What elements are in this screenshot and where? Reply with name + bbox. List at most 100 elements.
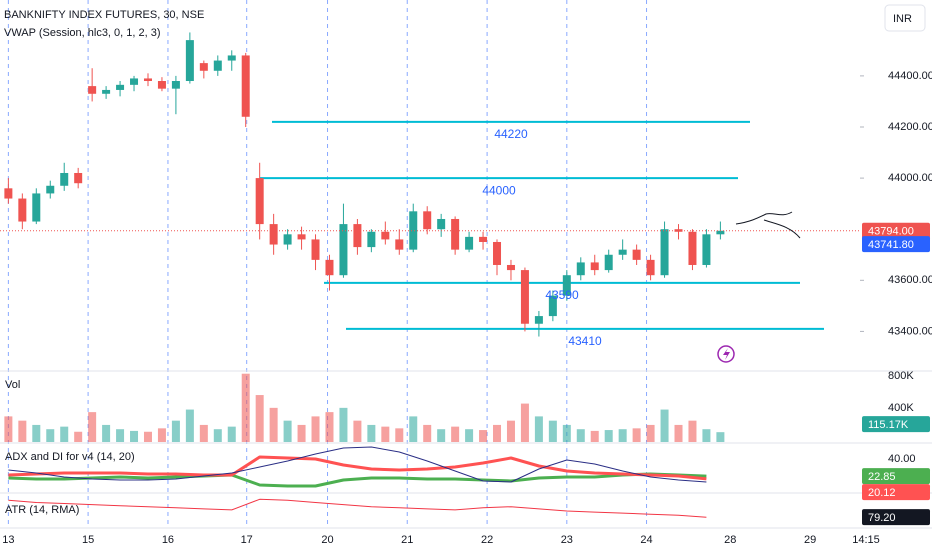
candle-body [534,316,543,324]
price-tag-label: 115.17K [868,419,909,431]
volume-bar [506,420,515,442]
volume-bar [646,424,655,442]
x-tick-label: 15 [82,534,94,546]
volume-bar [255,395,264,442]
volume-bar [590,430,599,442]
candle-body [116,84,125,90]
alert-icon-bolt[interactable] [723,348,730,360]
candle-body [46,185,55,194]
indicator-title: VWAP (Session, hlc3, 0, 1, 2, 3) [4,27,161,39]
level-label: 44220 [494,127,528,141]
level-label: 43590 [545,288,579,302]
candle-body [339,224,348,276]
candle-body [102,89,111,94]
candle-body [590,262,599,271]
price-tag-label: 79.20 [868,512,896,524]
symbol-title: BANKNIFTY INDEX FUTURES, 30, NSE [4,9,204,21]
currency-button[interactable] [884,4,926,32]
x-tick-label: 23 [561,534,573,546]
volume-bar [241,373,250,442]
volume-bar [674,424,683,442]
indicator-line [8,455,707,481]
candle-body [576,262,585,276]
candle-body [702,234,711,265]
candle-body [18,198,27,222]
candle-body [88,86,97,94]
y-tick-label: 43400.00 [888,325,932,337]
volume-bar [688,420,697,442]
y-tick-label: 43600.00 [888,274,932,286]
candle-body [409,211,418,250]
candle-body [241,55,250,117]
candle-body [199,63,208,71]
volume-bar [130,430,139,442]
candle-body [157,81,166,89]
volume-bar [534,416,543,442]
volume-bar [618,429,627,442]
candle-body [283,234,292,245]
price-tag-label: 43794.00 [868,226,914,238]
alert-icon[interactable] [717,345,735,363]
candle-body [437,218,446,230]
y-tick-label: 400K [888,402,914,414]
candle-body [74,172,83,184]
price-axis [860,0,932,550]
volume-bar [325,412,334,442]
candle-body [269,224,278,245]
volume-bar [269,407,278,442]
candle-body [604,254,613,271]
price-tag [862,222,930,239]
volume-bar [283,420,292,442]
candle-body [395,239,404,250]
volume-bar [157,428,166,442]
candle-body [548,295,557,317]
volume-bar [297,424,306,442]
y-tick-label: 800K [888,370,914,382]
volume-bar [548,420,557,442]
price-tag [862,484,930,501]
drawing [735,211,793,225]
volume-bar [632,428,641,442]
volume-bar [437,429,446,442]
candle-body [255,178,264,225]
price-tag [862,416,930,433]
candle-body [297,234,306,240]
volume-bar [381,426,390,442]
volume-bar [60,426,69,442]
candle-body [660,229,669,276]
volume-bar [32,424,41,442]
drawing [763,219,801,239]
volume-bar [660,409,669,442]
y-tick-label: 40.00 [888,453,916,465]
x-tick-label: 21 [401,534,413,546]
volume-bar [562,424,571,442]
x-tick-label: 22 [481,534,493,546]
candle-body [353,224,362,248]
volume-bar [716,432,725,442]
candle-body [381,231,390,240]
volume-bar [339,407,348,442]
price-tag-label: 43741.80 [868,239,914,251]
volume-bar [4,416,13,442]
panel-title: ATR (14, RMA) [5,504,79,516]
volume-bar [143,431,152,442]
indicator-line [8,472,707,488]
x-tick-label: 29 [804,534,816,546]
volume-bar [479,430,488,442]
x-tick-label: 24 [640,534,652,546]
x-tick-label: 14:15 [852,534,880,546]
price-tag [862,509,930,526]
volume-bar [102,424,111,442]
panel-title: ADX and DI for v4 (14, 20) [5,451,135,463]
volume-bar [46,429,55,442]
volume-bar [227,426,236,442]
currency-label[interactable]: INR [893,13,912,25]
candle-body [646,259,655,276]
volume-bar [604,430,613,442]
y-tick-label: 44000.00 [888,172,932,184]
volume-bar [116,429,125,442]
volume-bar [702,429,711,442]
volume-bar [576,429,585,442]
